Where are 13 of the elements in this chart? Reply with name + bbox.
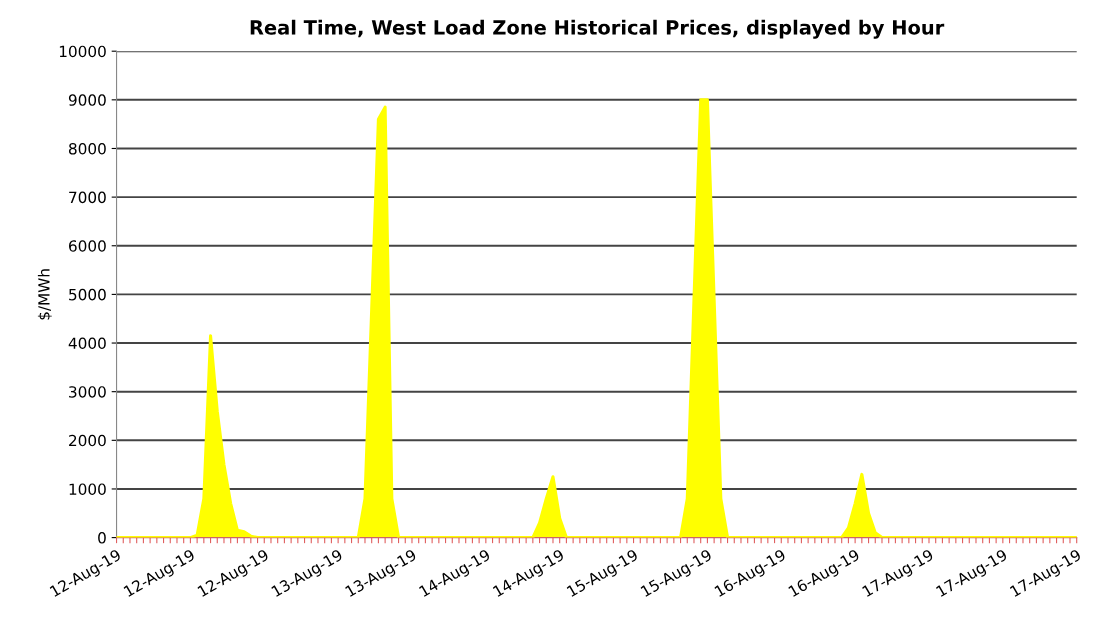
y-tick-label: 0 [98,532,106,544]
y-tick-label: 10000 [59,45,106,58]
y-tick-label: 7000 [69,191,106,204]
y-tick-label: 1000 [69,483,106,495]
y-axis-title: $/MWh [37,269,52,320]
y-tick-label: 3000 [69,386,106,398]
y-tick-label: 6000 [69,240,106,252]
y-tick-label: 2000 [69,434,106,447]
y-tick-label: 8000 [68,142,106,155]
y-tick-label: 5000 [69,288,106,301]
y-tick-label: 9000 [68,94,106,106]
y-tick-label: 4000 [68,337,106,350]
chart-title: Real Time, West Load Zone Historical Prices, displayed by Hour [250,19,945,39]
